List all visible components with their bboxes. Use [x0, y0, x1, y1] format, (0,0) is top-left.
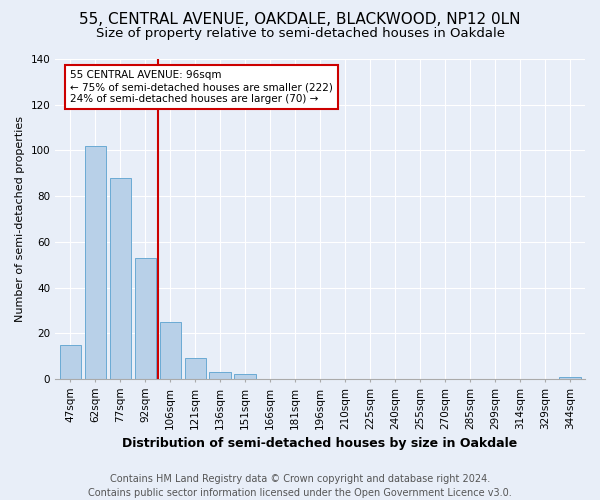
Bar [160, 322, 181, 379]
Text: Contains HM Land Registry data © Crown copyright and database right 2024.
Contai: Contains HM Land Registry data © Crown c… [88, 474, 512, 498]
Bar [209, 372, 231, 379]
Bar [110, 178, 131, 379]
Text: Size of property relative to semi-detached houses in Oakdale: Size of property relative to semi-detach… [95, 28, 505, 40]
Bar [134, 258, 156, 379]
Text: 55, CENTRAL AVENUE, OAKDALE, BLACKWOOD, NP12 0LN: 55, CENTRAL AVENUE, OAKDALE, BLACKWOOD, … [79, 12, 521, 28]
Bar [185, 358, 206, 379]
Bar [559, 376, 581, 379]
X-axis label: Distribution of semi-detached houses by size in Oakdale: Distribution of semi-detached houses by … [122, 437, 518, 450]
Bar [85, 146, 106, 379]
Bar [235, 374, 256, 379]
Y-axis label: Number of semi-detached properties: Number of semi-detached properties [15, 116, 25, 322]
Bar [59, 344, 81, 379]
Text: 55 CENTRAL AVENUE: 96sqm
← 75% of semi-detached houses are smaller (222)
24% of : 55 CENTRAL AVENUE: 96sqm ← 75% of semi-d… [70, 70, 333, 104]
